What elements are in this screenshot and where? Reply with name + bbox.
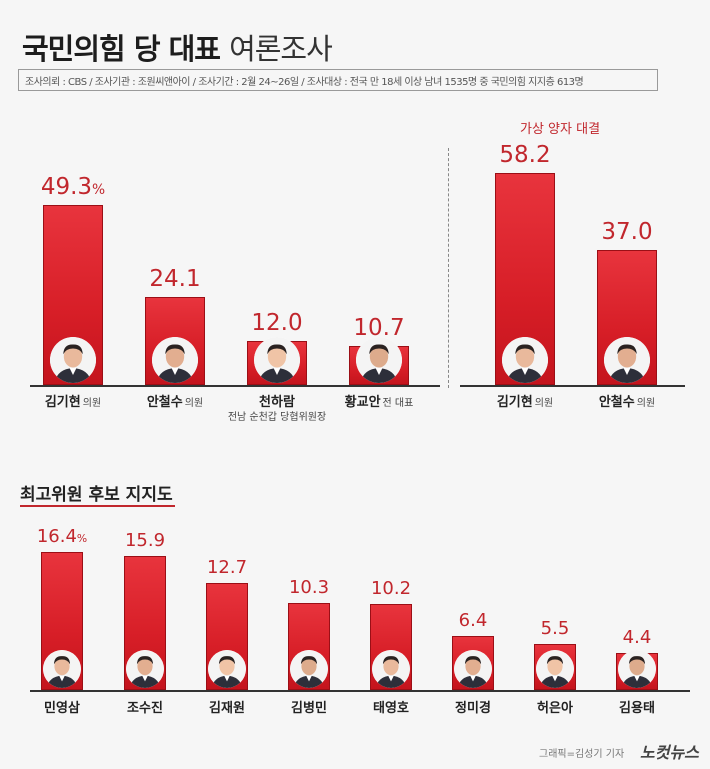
portrait-황교안: [356, 337, 402, 383]
council-section-title: 최고위원 후보 지지도: [20, 485, 173, 505]
value-label: 10.3: [259, 579, 359, 597]
portrait-허은아: [536, 650, 574, 688]
candidate-role: 의원: [636, 398, 656, 409]
chart-baseline: [30, 690, 690, 692]
portrait-민영삼: [43, 650, 81, 688]
candidate-name-text: 허은아: [537, 701, 573, 716]
page-title: 국민의힘 당 대표 여론조사: [22, 32, 333, 66]
candidate-role: 의원: [534, 398, 554, 409]
value-label: 12.0: [227, 312, 327, 335]
percent-unit: %: [92, 182, 106, 199]
candidate-role: 전 대표: [382, 398, 414, 409]
candidate-name-text: 안철수: [146, 395, 183, 410]
candidate-role: 의원: [184, 398, 204, 409]
portrait-김병민: [290, 650, 328, 688]
portrait-안철수: [604, 337, 650, 383]
candidate-name-text: 김용태: [619, 701, 655, 716]
value-number: 12.7: [206, 557, 248, 579]
candidate-name-text: 조수진: [127, 701, 163, 716]
value-label: 12.7: [177, 559, 277, 577]
value-label: 37.0: [577, 218, 677, 245]
value-label: 10.7: [329, 314, 429, 341]
portrait-김기현: [502, 337, 548, 383]
value-label: 49.3%: [23, 176, 123, 199]
candidate-name: 안철수 의원: [567, 391, 687, 410]
section-underline: [20, 505, 175, 507]
chart-baseline: [460, 385, 685, 387]
candidate-name-text: 김기현: [496, 395, 533, 410]
value-label: 24.1: [125, 268, 225, 291]
portrait-조수진: [126, 650, 164, 688]
portrait-정미경: [454, 650, 492, 688]
portrait-김기현: [50, 337, 96, 383]
candidate-name: 김용태: [577, 697, 697, 716]
candidate-name-text: 천하람: [259, 395, 295, 410]
chart-divider: [448, 148, 449, 388]
candidate-name-text: 태영호: [373, 701, 409, 716]
portrait-김용태: [618, 650, 656, 688]
portrait-천하람: [254, 337, 300, 383]
value-number: 10.2: [370, 578, 412, 600]
value-number: 58.2: [499, 141, 551, 168]
value-label: 58.2: [475, 141, 575, 168]
candidate-name: 천하람: [217, 391, 337, 410]
value-number: 6.4: [458, 610, 488, 632]
value-number: 49.3: [40, 174, 93, 201]
candidate-name: 김재원: [167, 697, 287, 716]
value-number: 5.5: [540, 617, 570, 639]
portrait-태영호: [372, 650, 410, 688]
value-label: 5.5: [505, 617, 605, 639]
candidate-name-text: 김병민: [291, 701, 327, 716]
candidate-name-text: 안철수: [598, 395, 635, 410]
chart-baseline: [30, 385, 440, 387]
candidate-name: 김병민: [249, 697, 369, 716]
candidate-name: 태영호: [331, 697, 451, 716]
percent-unit: %: [76, 532, 88, 546]
candidate-name: 허은아: [495, 697, 615, 716]
candidate-name-text: 황교안: [344, 395, 381, 410]
graphic-credit: 그래픽=김성기 기자: [539, 749, 625, 760]
candidate-name: 김기현 의원: [465, 391, 585, 410]
value-label: 15.9: [95, 532, 195, 550]
survey-source-box: 조사의뢰 : CBS / 조사기관 : 조원씨앤아이 / 조사기간 : 2월 2…: [18, 69, 658, 91]
candidate-name: 안철수 의원: [115, 391, 235, 410]
value-label: 10.2: [341, 580, 441, 598]
value-number: 16.4: [36, 526, 77, 548]
portrait-안철수: [152, 337, 198, 383]
value-label: 6.4: [423, 612, 523, 630]
candidate-name: 김기현 의원: [13, 391, 133, 410]
nocut-news-logo: 노컷뉴스: [640, 743, 699, 762]
portrait-김재원: [208, 650, 246, 688]
candidate-name-text: 정미경: [455, 701, 491, 716]
value-number: 24.1: [149, 266, 201, 293]
value-label: 16.4%: [12, 528, 112, 546]
value-number: 37.0: [601, 218, 653, 245]
candidate-name: 정미경: [413, 697, 533, 716]
candidate-role: 의원: [82, 398, 102, 409]
candidate-name: 황교안 전 대표: [319, 391, 439, 410]
value-label: 4.4: [587, 629, 687, 647]
candidate-name: 조수진: [85, 697, 205, 716]
value-number: 10.3: [288, 577, 330, 599]
head-to-head-title: 가상 양자 대결: [520, 122, 601, 137]
value-number: 4.4: [622, 627, 652, 649]
candidate-name-text: 민영삼: [44, 701, 80, 716]
value-number: 15.9: [124, 530, 166, 552]
value-number: 12.0: [251, 310, 303, 337]
candidate-sublabel: 전남 순천갑 당협위원장: [227, 412, 327, 423]
candidate-name: 민영삼: [2, 697, 122, 716]
candidate-name-text: 김기현: [44, 395, 81, 410]
candidate-name-text: 김재원: [209, 701, 245, 716]
value-number: 10.7: [353, 314, 405, 341]
